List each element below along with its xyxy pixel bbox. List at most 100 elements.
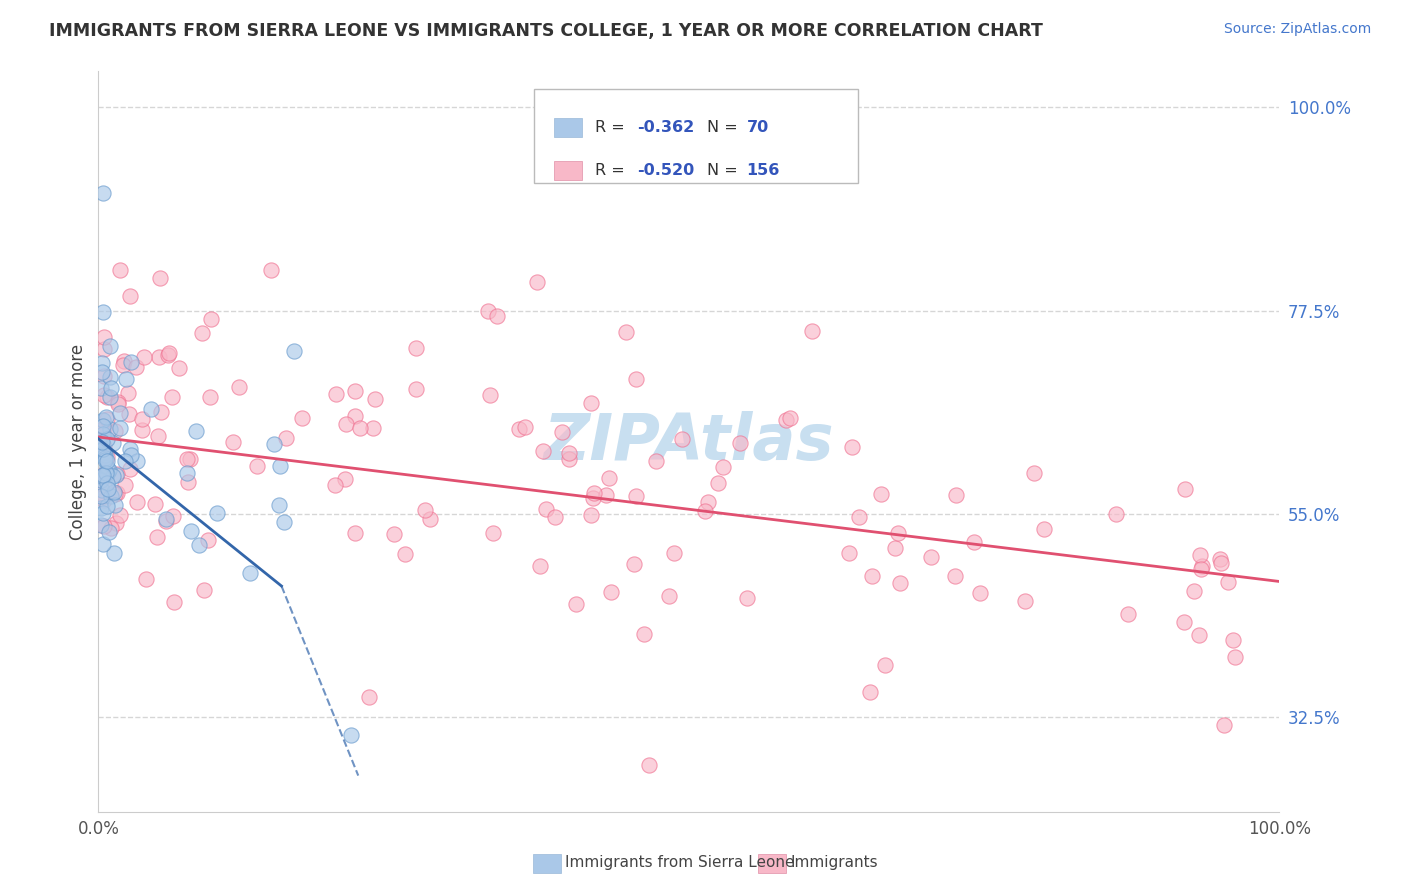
Point xyxy=(359,690,381,705)
Point xyxy=(93,467,115,481)
Point xyxy=(98,390,121,404)
Point xyxy=(920,549,942,564)
Point xyxy=(91,537,114,551)
Point xyxy=(96,460,118,475)
Point xyxy=(96,432,118,446)
Point xyxy=(94,448,117,462)
Point xyxy=(413,502,436,516)
Point xyxy=(98,369,121,384)
Point xyxy=(551,425,574,440)
Point xyxy=(108,263,131,277)
Point xyxy=(779,411,801,425)
Point xyxy=(1212,718,1234,732)
Point xyxy=(343,409,366,423)
Point xyxy=(1188,628,1211,642)
Point xyxy=(349,421,371,435)
Point xyxy=(118,407,141,421)
Point xyxy=(125,360,148,375)
Point xyxy=(325,387,347,401)
Point xyxy=(127,495,149,509)
Text: -0.362: -0.362 xyxy=(637,120,695,136)
Point xyxy=(176,466,198,480)
Point xyxy=(486,309,509,323)
Point xyxy=(114,454,136,468)
Point xyxy=(188,538,211,552)
Point xyxy=(156,347,179,361)
Text: Immigrants from Sierra Leone: Immigrants from Sierra Leone xyxy=(565,855,794,870)
Point xyxy=(1116,607,1139,622)
Point xyxy=(583,486,606,500)
Point xyxy=(599,585,621,599)
Point xyxy=(93,343,115,357)
Point xyxy=(105,467,128,481)
Point xyxy=(260,263,283,277)
Point xyxy=(112,353,135,368)
Point xyxy=(93,388,115,402)
Point xyxy=(291,411,314,425)
Point xyxy=(664,545,686,559)
Point xyxy=(1222,633,1244,648)
Point xyxy=(107,397,129,411)
Point xyxy=(269,459,291,474)
Point xyxy=(131,423,153,437)
Point xyxy=(207,506,229,520)
Point xyxy=(90,434,112,448)
Point xyxy=(1189,561,1212,575)
Point xyxy=(1218,575,1240,590)
Point xyxy=(711,459,734,474)
Point xyxy=(90,380,112,394)
Point xyxy=(858,685,880,699)
Point xyxy=(340,728,363,742)
Point xyxy=(870,487,893,501)
Point xyxy=(200,312,222,326)
Point xyxy=(1209,556,1232,570)
Point xyxy=(91,469,114,483)
Text: ZIPAtlas: ZIPAtlas xyxy=(544,410,834,473)
Point xyxy=(638,758,661,772)
Point xyxy=(93,519,115,533)
Point xyxy=(114,478,136,492)
Point xyxy=(323,478,346,492)
Point xyxy=(105,516,128,530)
Point xyxy=(94,451,117,466)
Point xyxy=(160,390,183,404)
Point xyxy=(186,424,208,438)
Point xyxy=(94,453,117,467)
Point xyxy=(118,461,141,475)
Point xyxy=(1105,508,1128,522)
Point xyxy=(132,350,155,364)
Point xyxy=(363,421,385,435)
Point xyxy=(860,569,883,583)
Point xyxy=(97,463,120,477)
Point xyxy=(623,557,645,571)
Point xyxy=(343,384,366,399)
Point xyxy=(104,425,127,439)
Point xyxy=(93,369,115,384)
Point xyxy=(155,512,177,526)
Point xyxy=(969,585,991,599)
Point xyxy=(581,508,603,522)
Point xyxy=(93,421,115,435)
Point xyxy=(100,381,122,395)
Point xyxy=(141,401,163,416)
Point xyxy=(1174,482,1197,496)
Point xyxy=(91,506,114,520)
Point xyxy=(96,454,118,468)
Point xyxy=(115,372,138,386)
Point xyxy=(96,500,118,514)
Point xyxy=(90,435,112,450)
Point xyxy=(103,469,125,483)
Point xyxy=(135,572,157,586)
Point xyxy=(707,475,730,490)
Point xyxy=(90,437,112,451)
Point xyxy=(508,422,530,436)
Point xyxy=(544,510,567,524)
Point xyxy=(335,472,357,486)
Point xyxy=(120,442,142,456)
Point xyxy=(884,541,907,555)
Text: 70: 70 xyxy=(747,120,769,136)
Point xyxy=(148,429,170,443)
Point xyxy=(943,569,966,583)
Point xyxy=(120,449,142,463)
Point xyxy=(108,406,131,420)
